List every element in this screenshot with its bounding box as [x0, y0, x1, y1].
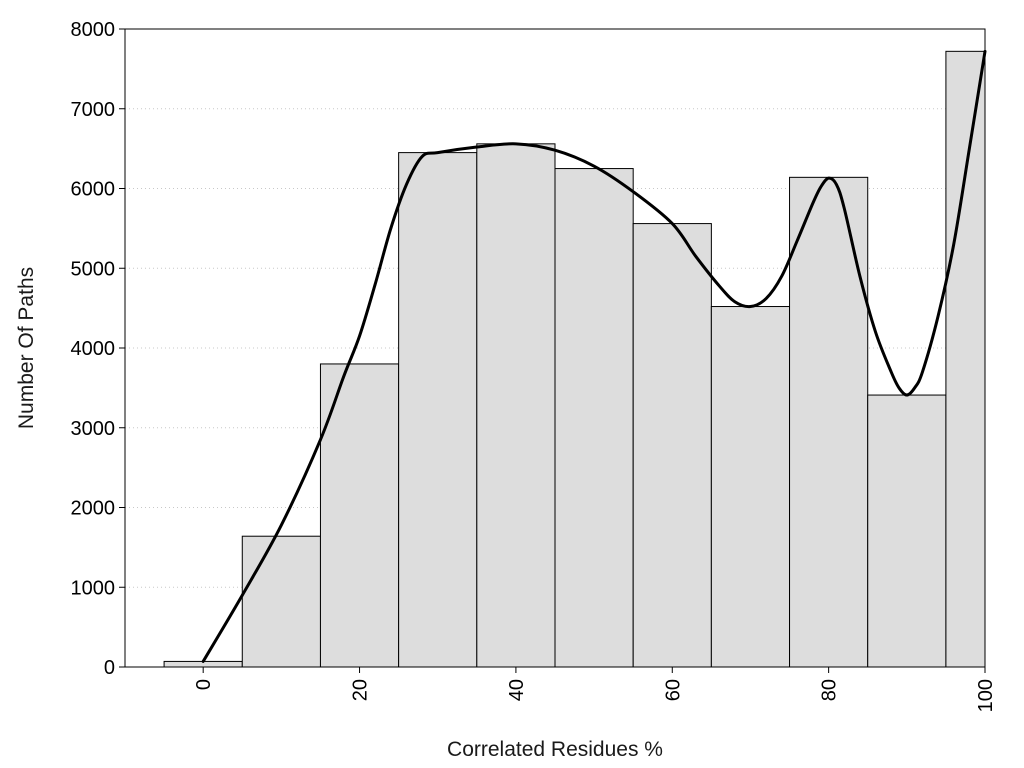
histogram-bar [398, 152, 478, 668]
histogram-bar [710, 306, 791, 668]
x-axis-label: Correlated Residues % [447, 738, 663, 761]
y-axis-ticks: 0 1000 2000 3000 4000 5000 6000 7000 8000 [71, 19, 125, 679]
y-tick-label: 5000 [71, 258, 116, 280]
histogram-bar [945, 50, 986, 668]
histogram-bar [476, 143, 556, 668]
x-tick-label: 0 [193, 679, 215, 690]
y-tick-label: 4000 [71, 338, 116, 360]
histogram-bar [632, 223, 712, 668]
histogram-bar [241, 535, 321, 668]
y-tick-label: 3000 [71, 418, 116, 440]
y-tick-label: 2000 [71, 498, 116, 520]
histogram-bar [867, 394, 947, 668]
histogram-bars [163, 50, 986, 668]
y-tick-label: 0 [104, 657, 115, 679]
x-tick-label: 100 [975, 679, 997, 712]
x-tick-label: 80 [819, 679, 841, 701]
density-curve [201, 49, 987, 663]
histogram-bar [554, 168, 634, 668]
x-tick-label: 20 [350, 679, 372, 701]
histogram-bar [319, 363, 400, 668]
x-tick-label: 60 [662, 679, 684, 701]
y-tick-label: 7000 [71, 99, 116, 121]
y-tick-label: 6000 [71, 179, 116, 201]
y-tick-label: 8000 [71, 19, 116, 41]
y-axis-label: Number Of Paths [15, 267, 38, 429]
x-tick-label: 40 [506, 679, 528, 701]
x-axis-ticks: 0 20 40 60 80 100 [193, 667, 997, 712]
y-tick-label: 1000 [71, 577, 116, 599]
histogram-bar [789, 176, 869, 668]
